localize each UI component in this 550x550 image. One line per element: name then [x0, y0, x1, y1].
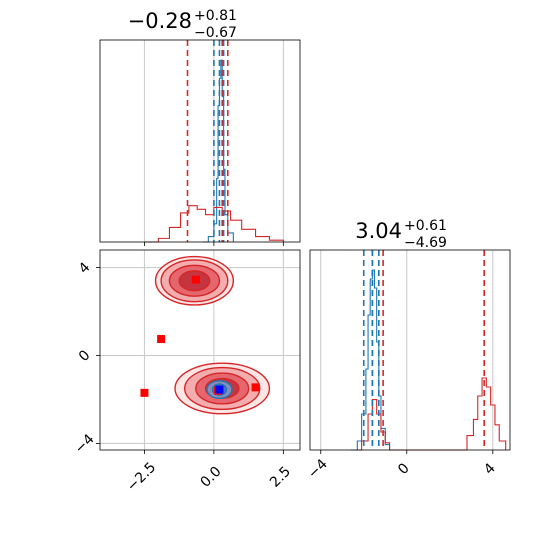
top-left-frame — [99, 39, 301, 243]
bottom-right-frame — [309, 249, 511, 451]
bottom-right-xtick-label-0: −4 — [305, 456, 331, 482]
bottom-right-title-median: 3.04 — [355, 219, 402, 243]
scatter-ytick-label-1: 0 — [76, 347, 94, 365]
truth-marker-3 — [251, 383, 260, 392]
bottom-right-xtick-label-1: 0 — [395, 460, 413, 478]
truth-marker-0 — [191, 275, 200, 284]
bottom-right-hist-series-1 — [355, 377, 507, 451]
scatter-xtick-label-2: 2.5 — [267, 464, 294, 491]
truth-marker-2 — [140, 388, 149, 397]
scatter-xtick-label-0: −2.5 — [124, 459, 159, 494]
scatter-ytick-label-2: 4 — [76, 259, 94, 277]
top-left-title-minus: −0.67 — [194, 25, 237, 41]
top-left-title-median: −0.28 — [128, 9, 192, 33]
truth-marker-5 — [215, 385, 224, 394]
bottom-right-xtick-label-2: 4 — [481, 460, 499, 478]
scatter-xtick-label-1: 0.0 — [198, 464, 225, 491]
bottom-right-title-minus: −4.69 — [404, 235, 447, 251]
scatter-ytick-label-0: −4 — [72, 431, 98, 457]
top-left-hist-series-0 — [202, 59, 234, 243]
scatter-frame — [99, 249, 301, 451]
bottom-right-title-plus: +0.61 — [404, 218, 447, 234]
top-left-title-plus: +0.81 — [194, 8, 237, 24]
truth-marker-1 — [157, 335, 166, 344]
